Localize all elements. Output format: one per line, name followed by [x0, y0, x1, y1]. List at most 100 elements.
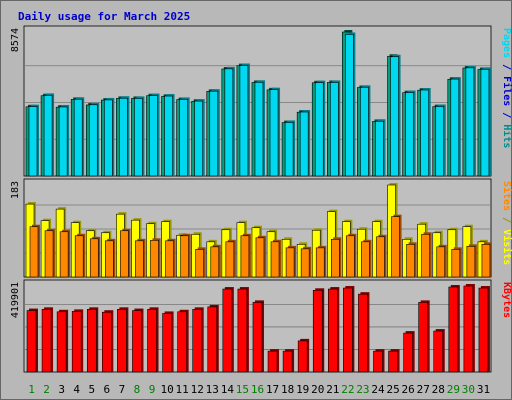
kbytes-bar	[162, 313, 172, 373]
pages-bar	[73, 98, 83, 177]
kbytes-bar	[448, 286, 459, 373]
kbytes-bar	[252, 302, 263, 373]
sites-bar	[105, 240, 114, 278]
sites-bar	[436, 246, 446, 278]
day-label: 29	[447, 383, 460, 396]
day-label: 8	[134, 383, 141, 396]
pages-bar	[239, 65, 249, 177]
kbytes-bar	[41, 309, 52, 373]
pages-bar	[58, 106, 68, 177]
ymax-label: 183	[10, 181, 21, 199]
sites-bar	[165, 240, 174, 278]
sites-bar	[391, 216, 400, 278]
day-label: 11	[176, 383, 189, 396]
kbytes-bar	[463, 285, 474, 373]
sites-bar	[300, 248, 310, 278]
day-label: 16	[251, 383, 264, 396]
axis-label-part: Files	[501, 76, 512, 106]
day-label: 28	[432, 383, 445, 396]
axis-label-part: Visits	[501, 229, 512, 265]
panel-kbytes: 419901 KBytes	[10, 279, 512, 373]
kbytes-bar	[71, 311, 82, 373]
pages-bar	[28, 106, 38, 177]
day-label: 18	[281, 383, 294, 396]
sites-bar	[361, 241, 370, 278]
day-label: 1	[28, 383, 35, 396]
day-label: 19	[296, 383, 309, 396]
kbytes-bar	[267, 350, 278, 373]
sites-bar	[451, 249, 461, 278]
day-label: 21	[326, 383, 339, 396]
kbytes-bar	[388, 350, 398, 373]
day-label: 24	[371, 383, 385, 396]
axis-label-part: /	[501, 106, 512, 124]
pages-bar	[314, 82, 324, 177]
kbytes-bar	[403, 332, 413, 373]
sites-bar	[330, 238, 340, 278]
pages-bar	[345, 34, 354, 177]
sites-bar	[150, 240, 159, 278]
pages-bar	[420, 89, 429, 177]
sites-bar	[346, 235, 355, 278]
sites-bar	[255, 237, 265, 278]
kbytes-bar	[147, 309, 157, 373]
pages-bar	[134, 98, 143, 177]
kbytes-bar	[132, 310, 142, 373]
kbytes-bar	[478, 287, 489, 373]
kbytes-bar	[312, 289, 323, 373]
pages-bar	[299, 111, 309, 177]
axis-label: Pages / Files / Hits	[501, 28, 512, 148]
pages-bar	[390, 56, 399, 177]
pages-bar	[269, 89, 279, 177]
sites-bar	[74, 235, 84, 278]
day-label: 6	[104, 383, 111, 396]
kbytes-bar	[177, 311, 187, 373]
pages-bar	[360, 87, 369, 177]
pages-bar	[209, 90, 219, 177]
pages-bar	[149, 95, 158, 177]
ymax-label: 8574	[10, 28, 21, 52]
axis-label-part: /	[501, 58, 512, 76]
kbytes-bar	[56, 311, 67, 373]
day-label: 15	[236, 383, 249, 396]
day-label: 9	[149, 383, 156, 396]
kbytes-bar	[102, 311, 112, 373]
day-labels: 1 2 3 4 5 6 7 8 9 10 11 12 13 14 15 16 17 18 19 20 21 22 23 24 2…	[28, 383, 490, 396]
day-label: 31	[477, 383, 490, 396]
day-label: 13	[206, 383, 219, 396]
kbytes-bar	[327, 288, 338, 373]
kbytes-bar	[433, 330, 444, 373]
pages-bar	[329, 82, 339, 177]
kbytes-bar	[222, 288, 233, 373]
sites-bar	[29, 226, 39, 278]
day-label: 4	[73, 383, 80, 396]
day-label: 3	[58, 383, 65, 396]
pages-bar	[194, 100, 204, 177]
sites-bar	[225, 241, 235, 278]
day-label: 23	[356, 383, 369, 396]
day-label: 7	[119, 383, 126, 396]
day-label: 22	[341, 383, 354, 396]
sites-bar	[59, 231, 69, 278]
sites-bar	[240, 235, 250, 278]
pages-bar	[164, 95, 173, 177]
day-label: 12	[191, 383, 204, 396]
pages-bar	[405, 92, 414, 177]
axis-label-part: Hits	[501, 124, 512, 148]
kbytes-bar	[207, 306, 218, 373]
sites-bar	[44, 230, 54, 278]
axis-label-part: /	[501, 211, 512, 229]
sites-bar	[120, 230, 129, 278]
sites-bar	[421, 233, 430, 278]
axis-label-part: Sites	[501, 181, 512, 211]
sites-bar	[89, 238, 99, 278]
kbytes-bar	[26, 310, 37, 373]
day-label: 2	[43, 383, 50, 396]
day-label: 17	[266, 383, 279, 396]
sites-bar	[195, 249, 205, 278]
pages-bar	[179, 99, 188, 177]
sites-bar	[135, 240, 144, 278]
